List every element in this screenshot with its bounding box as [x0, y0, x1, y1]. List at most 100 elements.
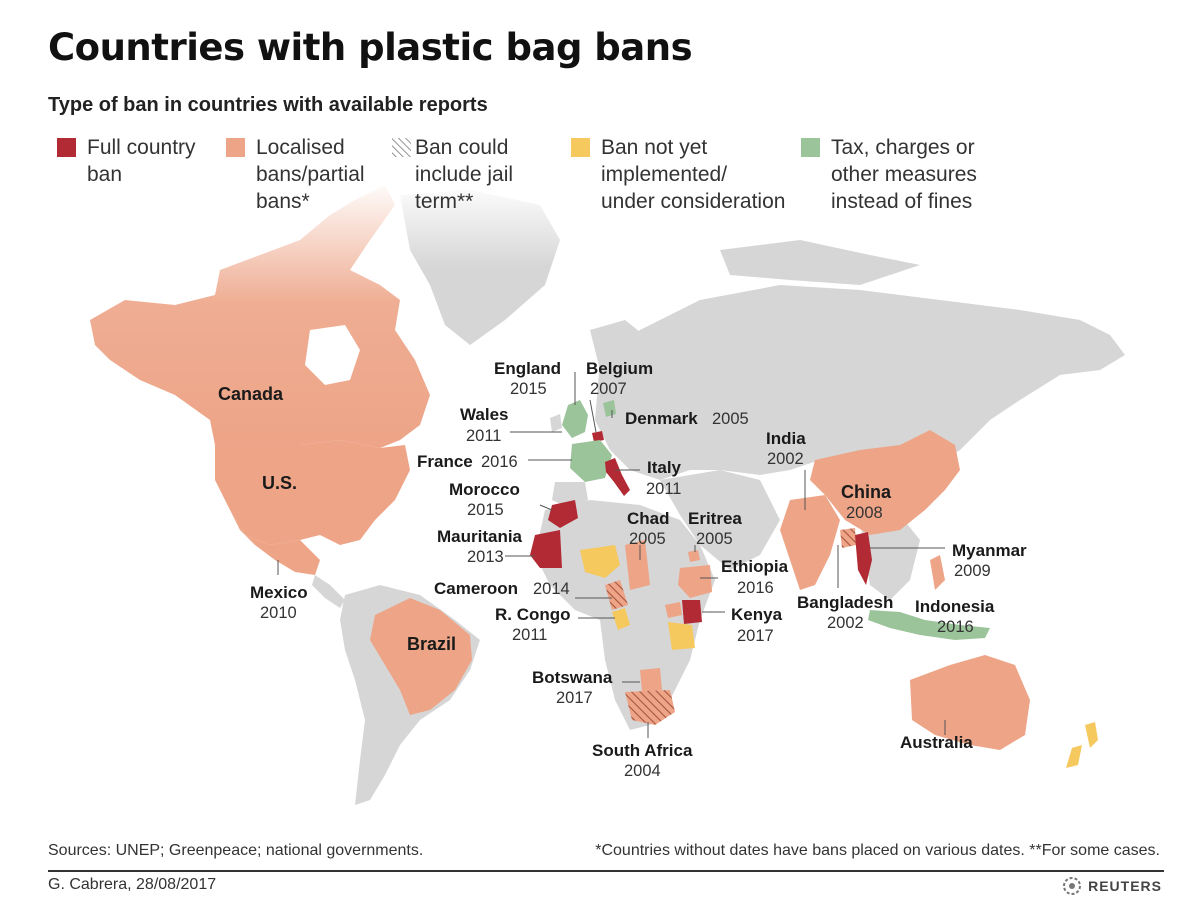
leader-lines [277, 372, 946, 738]
not-implemented-swatch-icon [571, 138, 590, 157]
reuters-brand: REUTERS [1062, 876, 1162, 896]
se-asia-region [860, 515, 920, 600]
year-mexico: 2010 [260, 604, 297, 622]
philippines-region [930, 555, 945, 590]
year-myanmar: 2009 [954, 562, 991, 580]
new-zealand-region [1085, 722, 1098, 748]
sources-text: Sources: UNEP; Greenpeace; national gove… [48, 842, 424, 859]
label-chad: Chad [627, 509, 670, 528]
label-indonesia: Indonesia [915, 597, 995, 616]
legend-item-full-ban: Full country ban [57, 134, 196, 188]
credit-text: G. Cabrera, 28/08/2017 [48, 876, 217, 893]
denmark-region [603, 400, 616, 417]
cameroon-region [605, 580, 628, 610]
label-australia: Australia [900, 733, 973, 752]
label-italy: Italy [647, 458, 682, 477]
year-indonesia: 2016 [937, 618, 974, 636]
hudson-bay-water [305, 325, 360, 385]
china-region [810, 430, 960, 535]
legend-label-jail: Ban could include jail term** [415, 136, 514, 213]
us-region [215, 440, 410, 545]
middle-east-region [660, 470, 780, 570]
year-denmark: 2005 [712, 410, 749, 428]
tax-swatch-icon [801, 138, 820, 157]
morocco-region [548, 500, 578, 528]
label-india: India [766, 429, 806, 448]
year-kenya: 2017 [737, 627, 774, 645]
central-america-region [312, 575, 345, 608]
bangladesh-region [840, 528, 856, 548]
footnote-text: *Countries without dates have bans place… [595, 842, 1160, 859]
full-ban-swatch-icon [57, 138, 76, 157]
chad-region [625, 540, 650, 590]
botswana-region [640, 668, 662, 692]
year-cameroon: 2014 [533, 580, 570, 598]
legend-item-tax: Tax, charges or other measures instead o… [801, 134, 977, 215]
year-france: 2016 [481, 453, 518, 471]
year-eritrea: 2005 [696, 530, 733, 548]
year-belgium: 2007 [590, 380, 627, 398]
new-zealand-south-region [1066, 745, 1082, 768]
eritrea-region [688, 550, 700, 562]
legend-label-partial-ban: Localised bans/partial bans* [256, 136, 365, 213]
india-region [780, 495, 840, 590]
label-botswana: Botswana [532, 668, 613, 687]
england-region [562, 400, 588, 438]
mauritania-region [530, 530, 562, 568]
rcongo-region [612, 608, 630, 630]
uganda-region [665, 602, 682, 618]
label-mexico: Mexico [250, 583, 308, 602]
footer-divider [48, 870, 1164, 872]
label-france: France [417, 452, 473, 471]
legend-item-jail: Ban could include jail term** [392, 134, 513, 215]
year-botswana: 2017 [556, 689, 593, 707]
legend-label-not-implemented: Ban not yet implemented/ under considera… [601, 136, 786, 213]
subtitle: Type of ban in countries with available … [48, 94, 488, 116]
year-ethiopia: 2016 [737, 579, 774, 597]
label-canada: Canada [218, 384, 284, 404]
year-rcongo: 2011 [512, 626, 547, 644]
legend-item-partial-ban: Localised bans/partial bans* [226, 134, 365, 215]
page-title: Countries with plastic bag bans [48, 26, 693, 69]
year-china: 2008 [846, 504, 883, 522]
year-chad: 2005 [629, 530, 666, 548]
partial-ban-swatch-icon [226, 138, 245, 157]
hatched-swatch-icon [392, 138, 411, 157]
year-england: 2015 [510, 380, 547, 398]
label-south-africa: South Africa [592, 741, 693, 760]
label-eritrea: Eritrea [688, 509, 742, 528]
legend-item-not-implemented: Ban not yet implemented/ under considera… [571, 134, 785, 215]
arctic-islands-region [720, 240, 920, 285]
niger-region [580, 545, 620, 578]
year-italy: 2011 [646, 480, 681, 498]
label-ethiopia: Ethiopia [721, 557, 789, 576]
eurasia-region [595, 285, 1125, 480]
tanzania-region [668, 622, 695, 650]
label-belgium: Belgium [586, 359, 653, 378]
label-denmark: Denmark [625, 409, 698, 428]
label-cameroon: Cameroon [434, 579, 518, 598]
year-morocco: 2015 [467, 501, 504, 519]
myanmar-region [855, 532, 872, 585]
italy-region [605, 458, 630, 496]
label-myanmar: Myanmar [952, 541, 1027, 560]
kenya-region [682, 600, 702, 624]
australia-region [910, 655, 1030, 750]
label-kenya: Kenya [731, 605, 783, 624]
year-mauritania: 2013 [467, 548, 504, 566]
label-brazil: Brazil [407, 634, 456, 654]
label-china: China [841, 482, 892, 502]
ireland-region [550, 414, 562, 432]
iberia-region [552, 482, 588, 508]
ethiopia-region [678, 565, 712, 598]
year-bangladesh: 2002 [827, 614, 864, 632]
year-south-africa: 2004 [624, 762, 661, 780]
label-morocco: Morocco [449, 480, 520, 499]
brand-name: REUTERS [1088, 878, 1162, 894]
label-us: U.S. [262, 473, 297, 493]
year-wales: 2011 [466, 427, 501, 445]
label-bangladesh: Bangladesh [797, 593, 893, 612]
legend-label-tax: Tax, charges or other measures instead o… [831, 136, 977, 213]
label-mauritania: Mauritania [437, 527, 523, 546]
